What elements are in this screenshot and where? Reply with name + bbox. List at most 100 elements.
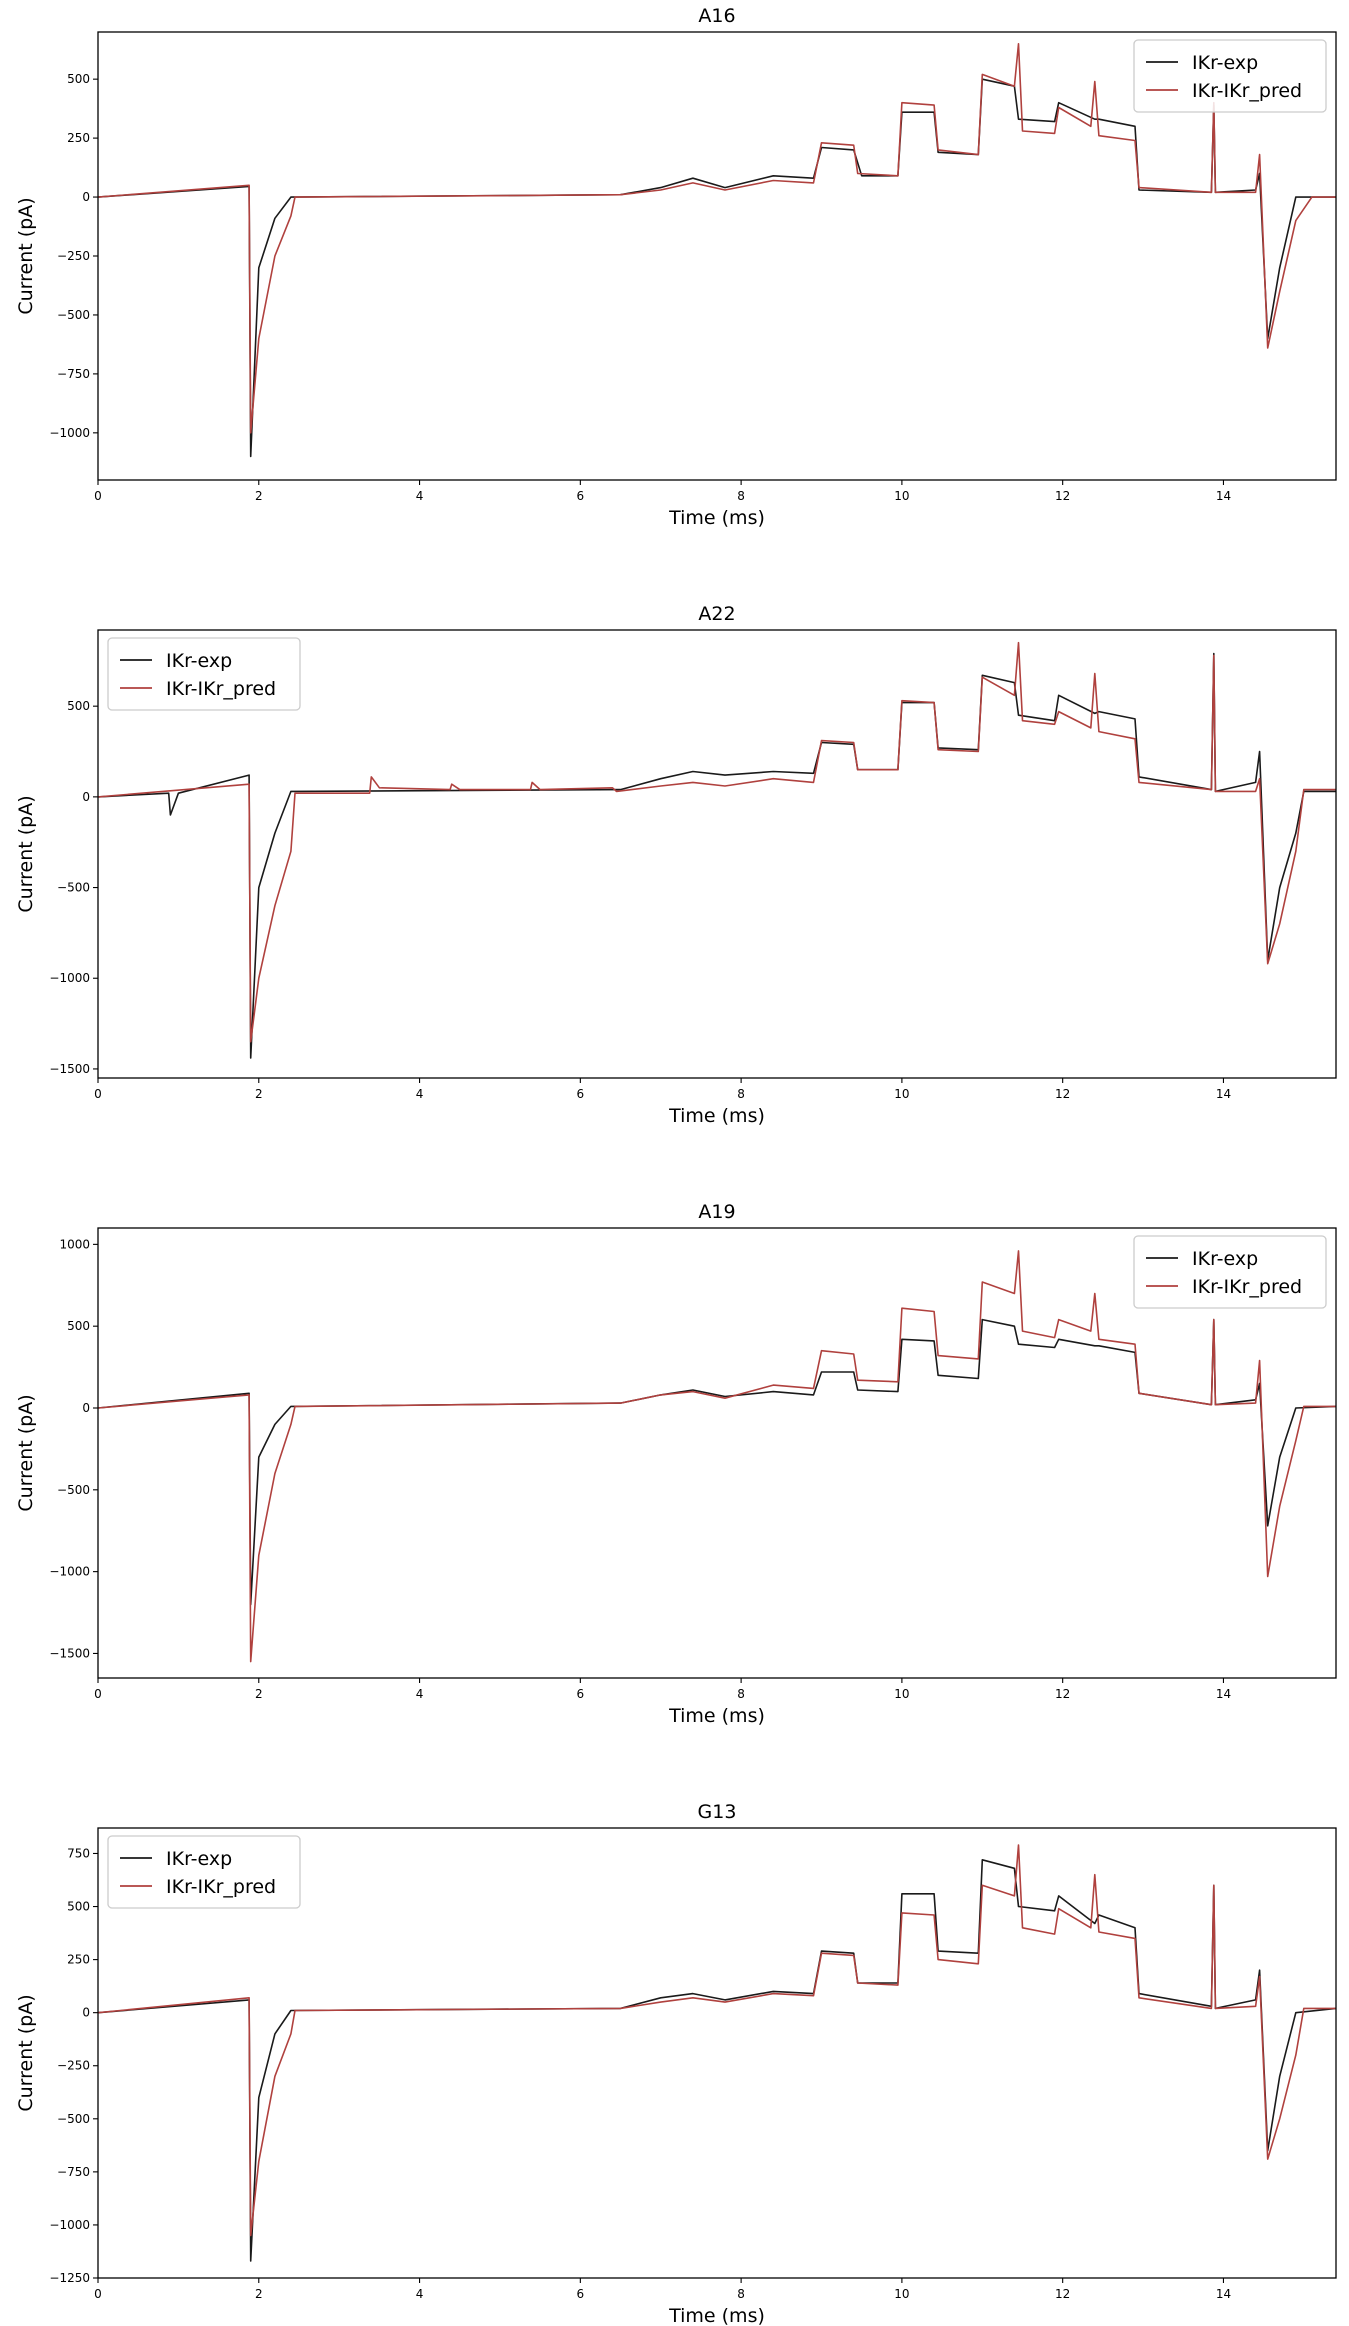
- y-tick-label: 750: [67, 1846, 90, 1860]
- y-tick-label: 0: [82, 790, 90, 804]
- series-line-pred: [98, 1250, 1336, 1663]
- y-tick-label: −750: [57, 2165, 90, 2179]
- plot-frame: [97, 1827, 1337, 2279]
- x-tick-label: 14: [1216, 489, 1231, 503]
- y-tick-label: 0: [82, 1401, 90, 1415]
- chart-panel-a19: A19 0 2 4 6 8 10 12 14 −1500 −1000 −500 0 500 1000 Time…: [15, 1201, 1337, 1727]
- y-tick-label: −1500: [49, 1062, 90, 1076]
- y-tick-label: −1250: [49, 2271, 90, 2285]
- legend-entry: IKr-IKr_pred: [1192, 80, 1302, 102]
- y-tick-label: 250: [67, 131, 90, 145]
- chart-title: G13: [698, 1801, 737, 1823]
- legend: IKr-exp IKr-IKr_pred: [107, 1835, 301, 1909]
- x-tick-label: 8: [737, 1687, 745, 1701]
- y-tick-label: 0: [82, 2006, 90, 2020]
- y-tick-label: 500: [67, 1900, 90, 1914]
- legend: IKr-exp IKr-IKr_pred: [1133, 1235, 1327, 1309]
- y-tick-label: −1000: [49, 426, 90, 440]
- x-tick-label: 10: [894, 489, 909, 503]
- legend-entry: IKr-exp: [1192, 1248, 1258, 1270]
- y-tick-label: −250: [57, 249, 90, 263]
- x-axis-label: Time (ms): [668, 1105, 765, 1127]
- y-tick-label: −500: [57, 2112, 90, 2126]
- y-tick-label: −500: [57, 308, 90, 322]
- x-tick-label: 2: [255, 489, 263, 503]
- x-tick-label: 2: [255, 1087, 263, 1101]
- legend-entry: IKr-exp: [1192, 52, 1258, 74]
- legend-entry: IKr-exp: [166, 1848, 232, 1870]
- x-tick-label: 10: [894, 2287, 909, 2301]
- legend-box: [107, 1835, 301, 1909]
- x-tick-label: 0: [94, 1087, 102, 1101]
- y-tick-label: 500: [67, 1319, 90, 1333]
- x-tick-label: 4: [416, 1687, 424, 1701]
- legend: IKr-exp IKr-IKr_pred: [1133, 39, 1327, 113]
- x-tick-label: 14: [1216, 2287, 1231, 2301]
- y-tick-label: 500: [67, 699, 90, 713]
- x-tick-label: 0: [94, 1687, 102, 1701]
- legend-entry: IKr-exp: [166, 650, 232, 672]
- y-tick-label: −1000: [49, 971, 90, 985]
- legend-entry: IKr-IKr_pred: [166, 678, 276, 700]
- x-tick-label: 14: [1216, 1087, 1231, 1101]
- chart-title: A16: [698, 5, 735, 27]
- y-axis-label: Current (pA): [15, 1994, 37, 2111]
- x-tick-label: 4: [416, 1087, 424, 1101]
- x-tick-label: 6: [577, 1687, 585, 1701]
- x-tick-label: 12: [1055, 1687, 1070, 1701]
- series-line-pred: [98, 641, 1336, 1043]
- y-tick-label: 1000: [59, 1237, 90, 1251]
- x-tick-label: 4: [416, 489, 424, 503]
- y-tick-label: −1000: [49, 1565, 90, 1579]
- chart-title: A22: [698, 603, 735, 625]
- y-axis-label: Current (pA): [15, 795, 37, 912]
- chart-panel-g13: G13 0 2 4 6 8 10 12 14 −1250 −1000 −750 −500 −250 0 250…: [15, 1801, 1337, 2326]
- y-tick-label: 500: [67, 72, 90, 86]
- chart-panel-a16: A16 0 2 4 6 8 10 12 14 −1000 −750 −500 −250 0 250 500 Ti…: [15, 5, 1337, 529]
- y-tick-label: 0: [82, 190, 90, 204]
- x-tick-label: 2: [255, 2287, 263, 2301]
- x-axis-label: Time (ms): [668, 2305, 765, 2326]
- x-tick-label: 4: [416, 2287, 424, 2301]
- y-tick-label: −250: [57, 2059, 90, 2073]
- x-tick-label: 12: [1055, 1087, 1070, 1101]
- legend-entry: IKr-IKr_pred: [166, 1876, 276, 1898]
- x-tick-label: 8: [737, 1087, 745, 1101]
- x-tick-label: 2: [255, 1687, 263, 1701]
- plot-frame: [97, 1227, 1337, 1679]
- plot-frame: [97, 629, 1337, 1079]
- x-axis-label: Time (ms): [668, 1705, 765, 1727]
- x-tick-label: 8: [737, 2287, 745, 2301]
- x-tick-label: 0: [94, 489, 102, 503]
- x-tick-label: 14: [1216, 1687, 1231, 1701]
- legend-entry: IKr-IKr_pred: [1192, 1276, 1302, 1298]
- x-tick-label: 10: [894, 1687, 909, 1701]
- legend-box: [1133, 39, 1327, 113]
- x-tick-label: 12: [1055, 489, 1070, 503]
- legend: IKr-exp IKr-IKr_pred: [107, 637, 301, 711]
- chart-title: A19: [698, 1201, 735, 1223]
- x-tick-label: 6: [577, 1087, 585, 1101]
- legend-box: [107, 637, 301, 711]
- chart-panel-a22: A22 0 2 4 6 8 10 12 14 −1500 −1000 −500 0 500 Time (ms…: [15, 603, 1337, 1127]
- y-axis-label: Current (pA): [15, 197, 37, 314]
- x-tick-label: 0: [94, 2287, 102, 2301]
- x-tick-label: 6: [577, 2287, 585, 2301]
- series-line-pred: [98, 1844, 1336, 2237]
- y-axis-label: Current (pA): [15, 1394, 37, 1511]
- x-tick-label: 12: [1055, 2287, 1070, 2301]
- y-tick-label: −1000: [49, 2218, 90, 2232]
- x-tick-label: 10: [894, 1087, 909, 1101]
- series-line-pred: [98, 43, 1336, 434]
- x-tick-label: 6: [577, 489, 585, 503]
- legend-box: [1133, 1235, 1327, 1309]
- y-tick-label: −750: [57, 367, 90, 381]
- x-tick-label: 8: [737, 489, 745, 503]
- y-tick-label: −500: [57, 881, 90, 895]
- y-tick-label: −1500: [49, 1646, 90, 1660]
- x-axis-label: Time (ms): [668, 507, 765, 529]
- y-tick-label: −500: [57, 1483, 90, 1497]
- y-tick-label: 250: [67, 1953, 90, 1967]
